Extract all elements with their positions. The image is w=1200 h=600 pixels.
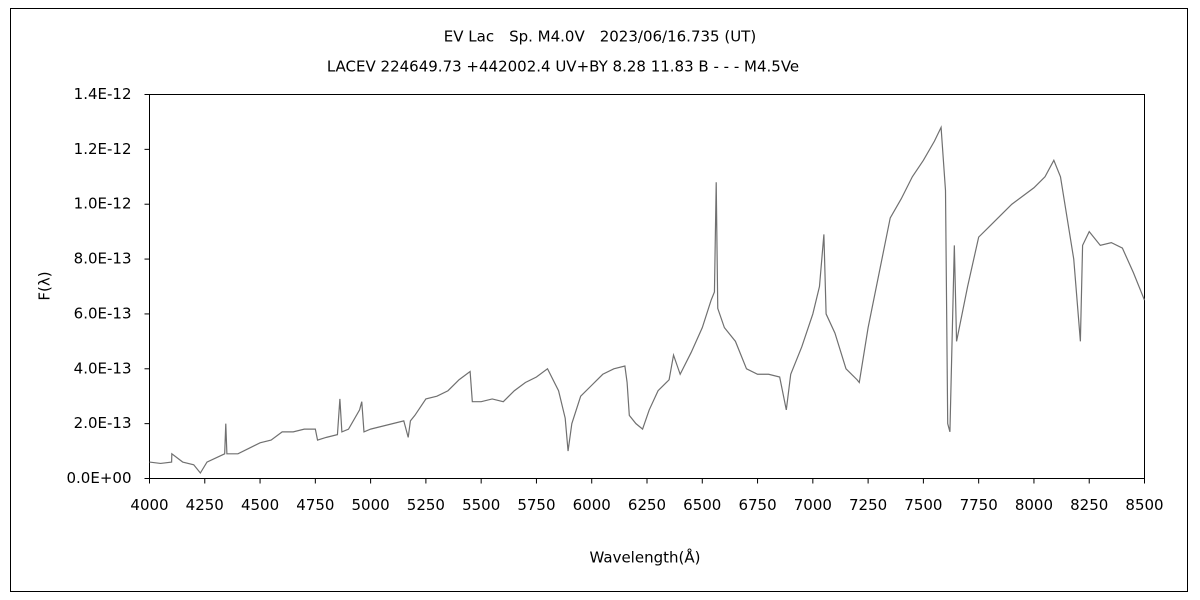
x-axis-label: Wavelength(Å): [590, 548, 701, 567]
y-tick-label: 0.0E+00: [67, 469, 132, 487]
x-tick-label: 5250: [407, 496, 445, 514]
x-tick-label: 7000: [794, 496, 832, 514]
x-tick-label: 6500: [683, 496, 721, 514]
x-tick-label: 6250: [628, 496, 666, 514]
x-tick-label: 4000: [130, 496, 168, 514]
spectrum-line: [149, 125, 1146, 475]
x-tick-label: 4500: [241, 496, 279, 514]
chart-border: [10, 8, 1188, 592]
x-tick-label: 7500: [904, 496, 942, 514]
x-tick-label: 5000: [352, 496, 390, 514]
x-tick-label: 5500: [462, 496, 500, 514]
chart-subtitle: LACEV 224649.73 +442002.4 UV+BY 8.28 11.…: [327, 58, 799, 76]
y-tick-label: 4.0E-13: [74, 359, 132, 377]
x-tick-label: 6750: [738, 496, 776, 514]
y-tick-label: 1.2E-12: [74, 140, 132, 158]
y-axis-label: F(λ): [36, 271, 54, 300]
x-tick-label: 5750: [517, 496, 555, 514]
y-tick-label: 1.0E-12: [74, 195, 132, 213]
y-tick-label: 1.4E-12: [74, 85, 132, 103]
x-tick-label: 7250: [849, 496, 887, 514]
y-tick-label: 2.0E-13: [74, 414, 132, 432]
x-tick-label: 4250: [186, 496, 224, 514]
x-tick-label: 8000: [1015, 496, 1053, 514]
x-tick-label: 4750: [296, 496, 334, 514]
y-tick-label: 6.0E-13: [74, 304, 132, 322]
x-tick-label: 7750: [960, 496, 998, 514]
chart-title: EV Lac Sp. M4.0V 2023/06/16.735 (UT): [444, 28, 756, 46]
y-tick-label: 8.0E-13: [74, 250, 132, 268]
x-tick-label: 6000: [573, 496, 611, 514]
x-tick-label: 8500: [1125, 496, 1163, 514]
x-tick-label: 8250: [1070, 496, 1108, 514]
